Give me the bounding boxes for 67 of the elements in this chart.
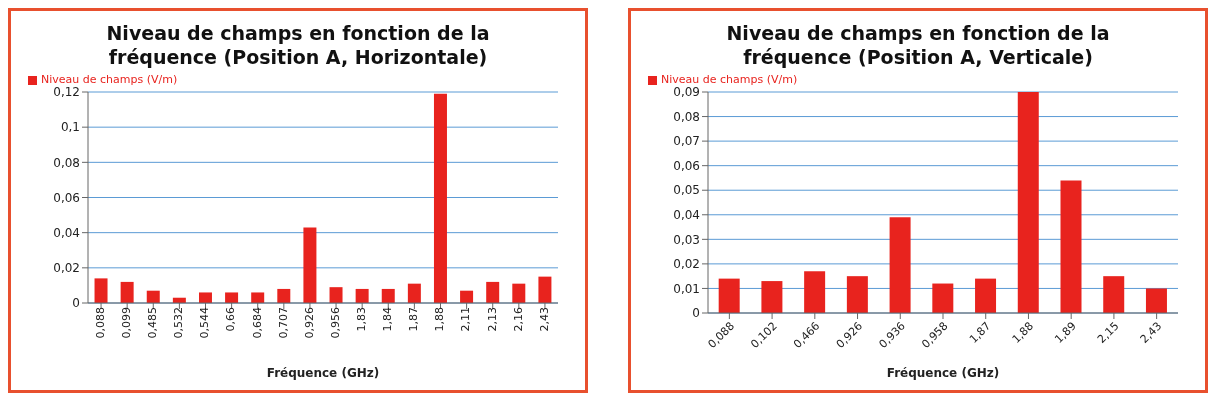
x-tick-label: 1,84 [381,307,395,332]
bar [486,281,500,303]
bar [198,292,212,303]
y-tick-label: 0,05 [673,183,700,198]
y-tick-label: 0,03 [673,232,700,247]
legend-label: Niveau de champs (V/m) [41,73,178,86]
x-tick-label: 2,16 [511,307,525,332]
bar [538,276,552,303]
y-tick-label: 0,06 [53,190,80,205]
bar [1145,288,1167,313]
bar [846,276,868,313]
y-tick-label: 0,08 [673,109,700,124]
bar [512,283,526,303]
x-tick-label: 2,11 [459,307,473,332]
bar [761,281,783,313]
bar [1060,180,1082,313]
bar [1103,276,1125,313]
y-tick-label: 0,04 [53,225,80,240]
x-tick-label: 0,926 [302,307,316,339]
y-tick-label: 0,01 [673,281,700,296]
y-tick-label: 0,08 [53,155,80,170]
bar [355,288,369,303]
bar [303,227,317,303]
legend-label: Niveau de champs (V/m) [661,73,798,86]
bar [932,283,954,313]
bar [433,93,447,303]
x-axis-title: Fréquence (GHz) [886,366,1000,380]
chart-title: Niveau de champs en fonction de la fréquence (Position A, Verticale) [725,21,1111,69]
bar [889,217,911,313]
chart-title: Niveau de champs en fonction de la fréquence (Position A, Horizontale) [105,21,491,69]
y-tick-label: 0,09 [673,85,700,100]
bar [251,292,265,303]
x-tick-label: 2,43 [537,307,551,332]
bar [407,283,421,303]
x-tick-label: 0,66 [224,307,238,332]
bar [718,278,740,313]
x-tick-label: 2,13 [485,307,499,332]
y-tick-label: 0,04 [673,208,700,223]
bar [329,287,343,303]
x-tick-label: 1,83 [354,307,368,332]
bar [225,292,239,303]
y-tick-label: 0 [72,296,80,311]
bar [120,281,134,303]
bar [381,288,395,303]
x-tick-label: 0,099 [119,307,133,339]
x-tick-label: 0,956 [328,307,342,339]
y-tick-label: 0,02 [673,257,700,272]
bar [1017,92,1039,313]
x-tick-label: 0,485 [146,307,160,339]
x-tick-label: 1,88 [433,307,447,332]
y-tick-label: 0,1 [60,120,80,135]
x-tick-label: 0,544 [198,307,212,339]
x-tick-label: 0,088 [93,307,107,339]
x-tick-label: 0,707 [276,307,290,339]
x-tick-label: 0,532 [172,307,186,339]
y-tick-label: 0,02 [53,261,80,276]
y-tick-label: 0,07 [673,134,700,149]
y-tick-label: 0 [692,306,700,321]
bar [804,271,826,313]
y-tick-label: 0,06 [673,158,700,173]
bar [277,288,291,303]
x-axis-title: Fréquence (GHz) [266,366,380,380]
x-tick-label: 0,684 [250,307,264,339]
y-tick-label: 0,12 [53,85,80,100]
bar [94,278,108,303]
bar [975,278,997,313]
x-tick-label: 1,87 [407,307,421,332]
